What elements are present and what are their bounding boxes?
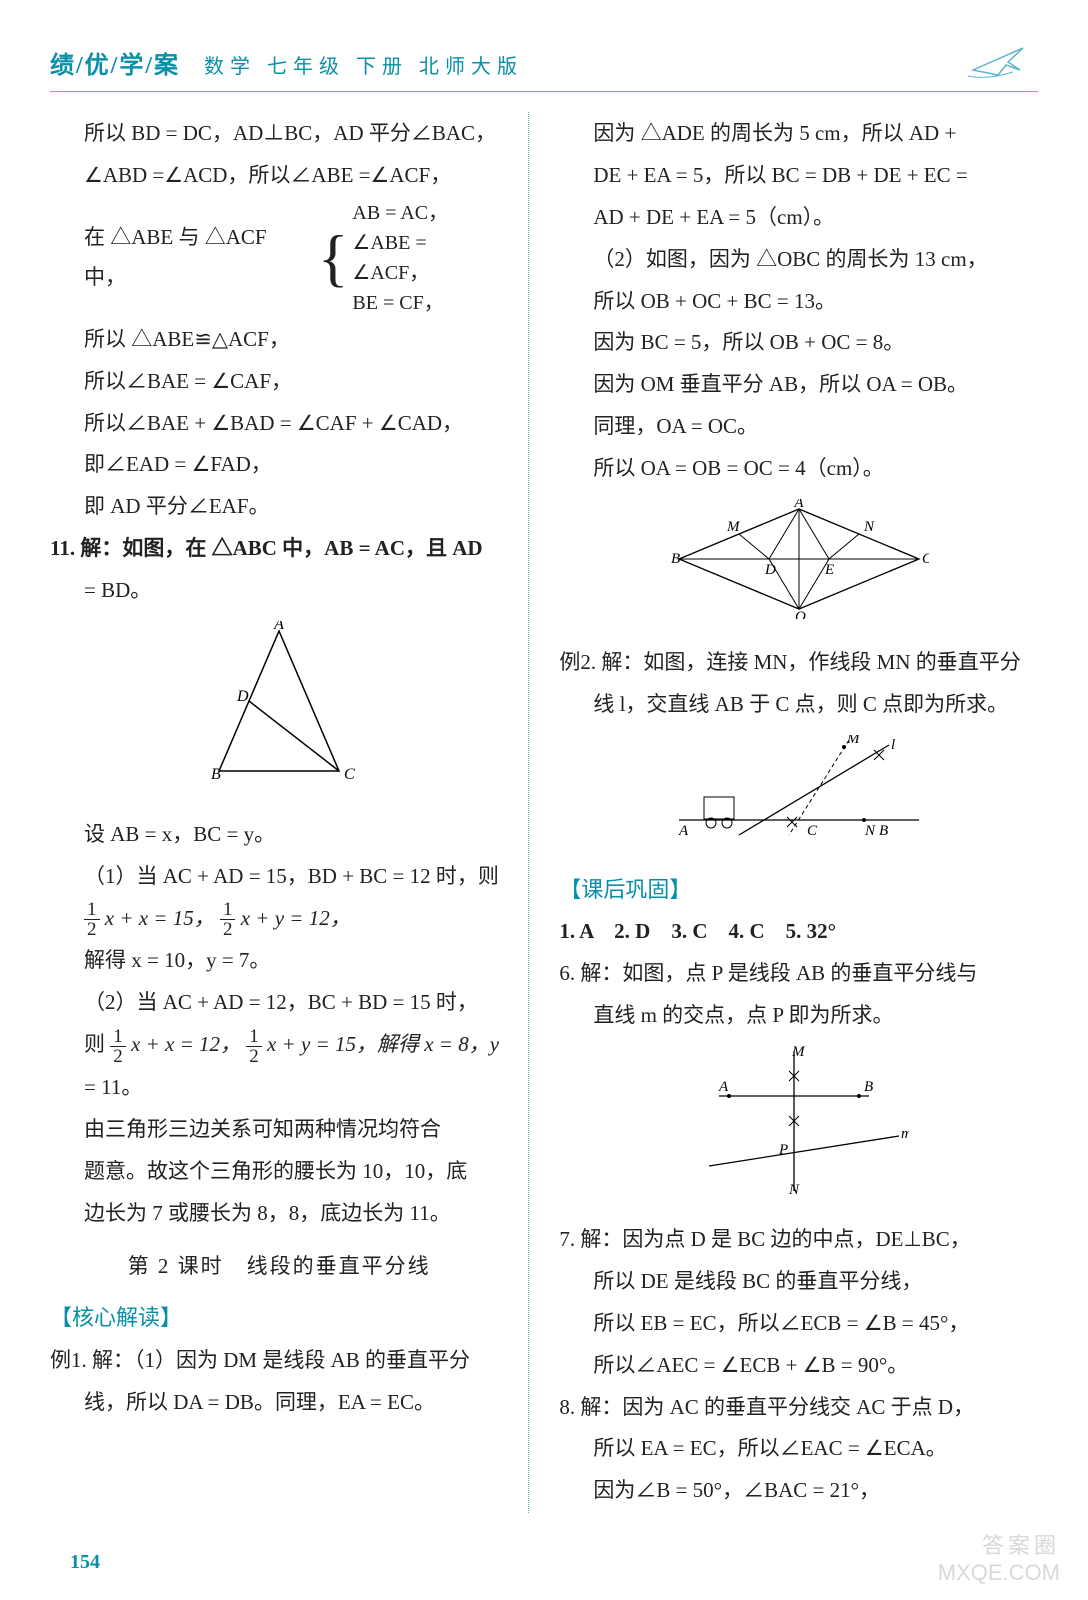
svg-text:B: B: [879, 823, 888, 839]
svg-text:D: D: [764, 562, 776, 578]
page-number: 154: [70, 1551, 100, 1574]
text-line: 所以 EA = EC，所以∠EAC = ∠ECA。: [559, 1429, 1038, 1469]
text-line: 所以∠BAE = ∠CAF，: [50, 362, 508, 402]
text-line: 直线 m 的交点，点 P 即为所求。: [559, 996, 1038, 1036]
case: ∠ABE = ∠ACF，: [352, 232, 429, 284]
watermark-line: MXQE.COM: [938, 1560, 1060, 1586]
svg-text:N: N: [863, 519, 875, 535]
text-line: 12 x + x = 15， 12 x + y = 12，: [50, 899, 508, 940]
svg-text:A: A: [718, 1079, 729, 1095]
svg-text:O: O: [795, 609, 806, 619]
svg-text:C: C: [344, 766, 355, 783]
svg-text:m: m: [901, 1126, 909, 1142]
text-line: （2）当 AC + AD = 12，BC + BD = 15 时，: [50, 983, 508, 1023]
construction-figure-1: A B C M N l: [559, 735, 1038, 859]
text-line: 即 AD 平分∠EAF。: [50, 487, 508, 527]
watermark-line: 答案圈: [938, 1533, 1060, 1559]
text-line: 所以 OA = OB = OC = 4（cm）。: [559, 449, 1038, 489]
text-line: 因为∠B = 50°，∠BAC = 21°，: [559, 1471, 1038, 1511]
text-line: 在 △ABE 与 △ACF 中， { AB = AC， ∠ABE = ∠ACF，…: [50, 198, 508, 318]
text-line: 所以 DE 是线段 BC 的垂直平分线，: [559, 1262, 1038, 1302]
text-line: 所以∠AEC = ∠ECB + ∠B = 90°。: [559, 1346, 1038, 1386]
eq: x + y = 15，解得 x = 8，y: [267, 1032, 499, 1056]
svg-text:N: N: [788, 1182, 800, 1196]
eq: x + y = 12，: [241, 906, 351, 930]
svg-text:B: B: [211, 766, 221, 783]
right-column: 因为 △ADE 的周长为 5 cm，所以 AD + DE + EA = 5，所以…: [559, 112, 1038, 1513]
svg-text:M: M: [726, 519, 741, 535]
svg-text:N: N: [864, 823, 876, 839]
question-11: 11. 解：如图，在 △ABC 中，AB = AC，且 AD: [50, 536, 483, 560]
brace-icon: {: [318, 229, 349, 287]
triangle-figure: A B C D: [50, 621, 508, 805]
text-line: 所以∠BAE + ∠BAD = ∠CAF + ∠CAD，: [50, 404, 508, 444]
text-line: 线 l，交直线 AB 于 C 点，则 C 点即为所求。: [559, 685, 1038, 725]
eq: x + x = 15，: [105, 906, 215, 930]
text-line: 线，所以 DA = DB。同理，EA = EC。: [50, 1383, 508, 1423]
text-line: 由三角形三边关系可知两种情况均符合: [50, 1110, 508, 1150]
case: BE = CF，: [352, 292, 443, 314]
text-line: 所以 EB = EC，所以∠ECB = ∠B = 45°，: [559, 1304, 1038, 1344]
section-core: 【核心解读】: [50, 1297, 508, 1339]
text-line: 边长为 7 或腰长为 8，8，底边长为 11。: [50, 1194, 508, 1234]
question-8: 8. 解：因为 AC 的垂直平分线交 AC 于点 D，: [559, 1388, 1038, 1428]
example-2: 例2. 解：如图，连接 MN，作线段 MN 的垂直平分: [559, 643, 1038, 683]
text-line: 则 12 x + x = 12， 12 x + y = 15，解得 x = 8，…: [50, 1025, 508, 1066]
text: 则: [84, 1032, 105, 1056]
text-line: 设 AB = x，BC = y。: [50, 815, 508, 855]
svg-text:P: P: [778, 1142, 788, 1158]
text-line: 因为 BC = 5，所以 OB + OC = 8。: [559, 323, 1038, 363]
text-line: 所以 △ABE≌△ACF，: [50, 320, 508, 360]
svg-text:l: l: [891, 737, 895, 753]
svg-text:B: B: [671, 551, 680, 567]
text-line: AD + DE + EA = 5（cm）。: [559, 198, 1038, 238]
svg-text:A: A: [273, 621, 284, 633]
lesson-subtitle: 第 2 课时 线段的垂直平分线: [50, 1247, 508, 1287]
watermark: 答案圈 MXQE.COM: [938, 1533, 1060, 1586]
rhombus-figure: A B C D E M N O: [559, 499, 1038, 633]
section-post: 【课后巩固】: [559, 869, 1038, 911]
svg-text:C: C: [807, 823, 818, 839]
text-line: = 11。: [50, 1068, 508, 1108]
text-line: 因为 △ADE 的周长为 5 cm，所以 AD +: [559, 114, 1038, 154]
construction-figure-2: M A B P N m: [559, 1046, 1038, 1210]
question-6: 6. 解：如图，点 P 是线段 AB 的垂直平分线与: [559, 954, 1038, 994]
eq: x + x = 12，: [131, 1032, 241, 1056]
text: 在 △ABE 与 △ACF 中，: [84, 218, 314, 298]
svg-text:A: A: [678, 823, 689, 839]
case: AB = AC，: [352, 202, 448, 224]
svg-text:M: M: [846, 735, 861, 747]
text-line: 所以 BD = DC，AD⊥BC，AD 平分∠BAC，: [50, 114, 508, 154]
text-line: DE + EA = 5，所以 BC = DB + DE + EC =: [559, 156, 1038, 196]
brand-title: 绩/优/学/案: [50, 53, 180, 79]
text-line: 所以 OB + OC + BC = 13。: [559, 282, 1038, 322]
text-line: 同理，OA = OC。: [559, 407, 1038, 447]
left-column: 所以 BD = DC，AD⊥BC，AD 平分∠BAC， ∠ABD =∠ACD，所…: [50, 112, 529, 1513]
text-line: （1）当 AC + AD = 15，BD + BC = 12 时，则: [50, 857, 508, 897]
svg-text:B: B: [864, 1079, 873, 1095]
answers: 1. A 2. D 3. C 4. C 5. 32°: [559, 912, 1038, 952]
text-line: = BD。: [50, 571, 508, 611]
text-line: 因为 OM 垂直平分 AB，所以 OA = OB。: [559, 365, 1038, 405]
text-line: （2）如图，因为 △OBC 的周长为 13 cm，: [559, 240, 1038, 280]
text-line: 解得 x = 10，y = 7。: [50, 941, 508, 981]
text-line: ∠ABD =∠ACD，所以∠ABE =∠ACF，: [50, 156, 508, 196]
svg-text:E: E: [824, 562, 834, 578]
text-line: 题意。故这个三角形的腰长为 10，10，底: [50, 1152, 508, 1192]
svg-text:C: C: [922, 551, 929, 567]
book-info: 数学 七年级 下册 北师大版: [204, 56, 523, 78]
svg-text:D: D: [236, 688, 249, 705]
page-header: 绩/优/学/案 数学 七年级 下册 北师大版: [50, 40, 1038, 92]
svg-text:A: A: [793, 499, 804, 511]
svg-text:M: M: [791, 1046, 806, 1060]
example-1: 例1. 解：（1）因为 DM 是线段 AB 的垂直平分: [50, 1341, 508, 1381]
text-line: 即∠EAD = ∠FAD，: [50, 445, 508, 485]
paper-plane-icon: [968, 40, 1038, 85]
question-7: 7. 解：因为点 D 是 BC 边的中点，DE⊥BC，: [559, 1220, 1038, 1260]
